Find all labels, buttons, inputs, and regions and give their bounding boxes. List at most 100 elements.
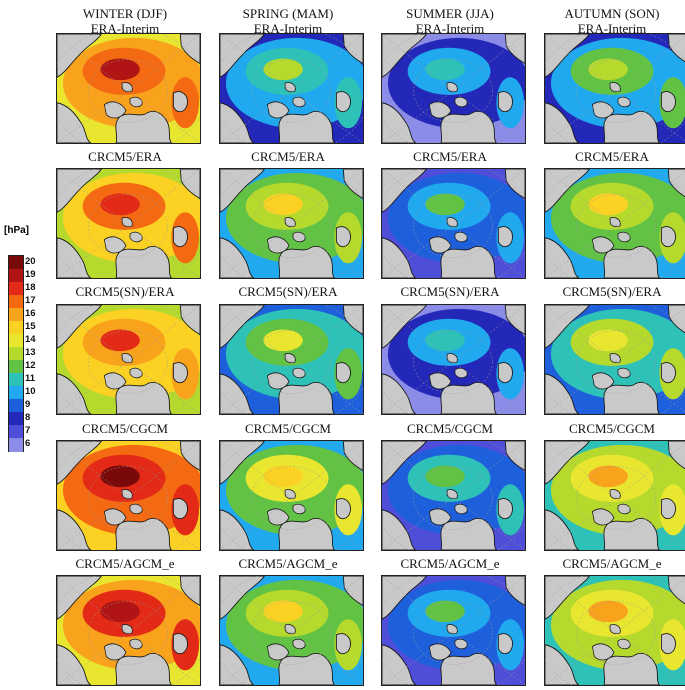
land-mass <box>220 305 363 414</box>
row-label: CRCM5/AGCM_e <box>400 556 500 571</box>
meridian <box>452 632 525 685</box>
meridian <box>615 361 685 413</box>
source-title: ERA-Interim <box>577 21 647 36</box>
meridian <box>57 441 129 499</box>
meridian <box>57 305 129 363</box>
meridian <box>452 305 525 363</box>
row-label: CRCM5/AGCM_e <box>562 556 662 571</box>
meridian <box>382 361 454 414</box>
map-panel <box>219 440 364 551</box>
meridian <box>545 632 617 685</box>
map-panel <box>56 33 201 144</box>
island <box>266 489 306 526</box>
meridian <box>382 169 454 227</box>
colorbar-tick-label: 13 <box>25 346 36 358</box>
field-contour <box>263 465 303 488</box>
colorbar-segment <box>9 386 23 400</box>
field-contour <box>588 600 628 623</box>
row-label: CRCM5/CGCM <box>82 421 168 436</box>
map-panel <box>219 168 364 279</box>
meridian <box>545 90 617 143</box>
map-panel <box>219 575 364 686</box>
colorbar-segment <box>9 282 23 296</box>
latitude-circle <box>413 466 493 530</box>
land-mass <box>220 441 363 550</box>
colorbar-tick-label: 9 <box>25 398 31 410</box>
meridian <box>290 361 363 414</box>
meridian <box>382 497 454 550</box>
meridian <box>615 443 685 499</box>
island <box>103 489 143 526</box>
meridian <box>615 225 685 277</box>
island <box>591 82 631 119</box>
column-header-summer: SUMMER (JJA) ERA-Interim <box>370 6 530 36</box>
latitude-circle <box>576 466 656 530</box>
meridian <box>57 90 129 143</box>
meridian <box>127 632 200 685</box>
land-mass <box>57 305 200 414</box>
land-mass <box>220 576 363 685</box>
colorbar-tick-label: 17 <box>25 294 36 306</box>
field-contour <box>588 465 628 488</box>
map-panel <box>544 440 685 551</box>
meridian <box>615 632 685 684</box>
row-label: CRCM5(SN)/ERA <box>400 284 500 299</box>
meridian <box>545 305 617 363</box>
meridian <box>220 305 292 363</box>
latitude-circle <box>413 59 493 123</box>
meridian <box>452 497 525 550</box>
land-mass <box>57 169 200 278</box>
colorbar-tick-label: 12 <box>25 359 36 371</box>
field-contour <box>425 58 465 81</box>
meridian <box>220 497 292 550</box>
latitude-circle <box>576 194 656 258</box>
row-label: CRCM5/AGCM_e <box>238 556 338 571</box>
island <box>266 217 306 254</box>
meridian <box>220 361 292 414</box>
map-panel <box>56 304 201 415</box>
meridian <box>545 361 617 414</box>
colorbar-scale <box>8 255 24 452</box>
field-contour <box>588 329 628 352</box>
column-header-spring: SPRING (MAM) ERA-Interim <box>208 6 368 36</box>
meridian <box>127 169 200 227</box>
meridian <box>57 497 129 550</box>
field-contour <box>100 329 140 352</box>
latitude-circle <box>88 330 168 394</box>
land-mass <box>220 169 363 278</box>
meridian <box>382 225 454 278</box>
meridian <box>545 576 617 634</box>
field-contour <box>263 193 303 216</box>
meridian <box>290 441 363 499</box>
field-contour <box>100 58 140 81</box>
map-panel <box>381 33 526 144</box>
row-label: CRCM5(SN)/ERA <box>75 284 175 299</box>
meridian <box>452 576 525 634</box>
island <box>266 82 306 119</box>
meridian <box>615 578 685 634</box>
map-panel <box>56 440 201 551</box>
meridian <box>57 361 129 414</box>
colorbar-segment <box>9 269 23 283</box>
meridian <box>127 305 200 363</box>
land-mass <box>545 305 685 414</box>
meridian <box>127 90 200 143</box>
meridian <box>452 169 525 227</box>
island <box>428 489 468 526</box>
latitude-circle <box>88 59 168 123</box>
island <box>266 353 306 390</box>
meridian <box>290 632 363 685</box>
meridian <box>290 34 363 92</box>
meridian <box>382 441 454 499</box>
colorbar-tick-label: 19 <box>25 268 36 280</box>
latitude-circle <box>413 601 493 665</box>
map-panel <box>544 575 685 686</box>
colorbar-tick-label: 8 <box>25 411 31 423</box>
meridian <box>290 576 363 634</box>
land-mass <box>220 34 363 143</box>
season-title: AUTUMN (SON) <box>564 6 660 21</box>
meridian <box>57 632 129 685</box>
colorbar-segment <box>9 308 23 322</box>
colorbar-tick-label: 6 <box>25 437 31 449</box>
island <box>591 353 631 390</box>
